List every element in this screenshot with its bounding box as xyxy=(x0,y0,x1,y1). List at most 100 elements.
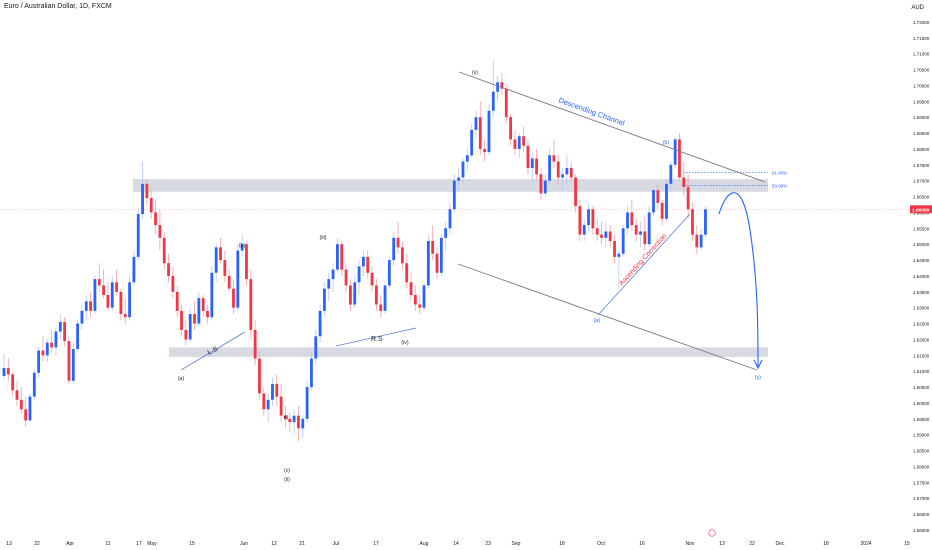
channel-lower-line xyxy=(457,263,758,371)
candle-body xyxy=(699,234,703,248)
time-tick-label: Jul xyxy=(333,541,339,547)
resistance-zone xyxy=(133,179,768,192)
time-tick-label: 15 xyxy=(904,541,910,547)
event-flag-icon xyxy=(708,529,716,537)
time-tick-label: 13 xyxy=(719,541,725,547)
candle-body xyxy=(236,250,240,308)
time-tick-label: 17 xyxy=(373,541,379,547)
candle-body xyxy=(340,244,344,270)
candle-body xyxy=(465,155,469,162)
time-tick-label: 21 xyxy=(299,541,305,547)
wave-label: (c) xyxy=(284,468,290,474)
candle-body xyxy=(357,266,361,283)
price-tick-label: 1.57500 xyxy=(913,480,930,485)
price-tick-label: 1.64000 xyxy=(913,274,930,279)
candle-body xyxy=(253,329,257,359)
candle-body xyxy=(349,285,352,305)
fib-level-label: 61.80% xyxy=(772,171,787,176)
candle-body xyxy=(6,368,10,375)
time-tick-label: 11 xyxy=(105,541,110,547)
candle-body xyxy=(626,212,629,229)
candle-body xyxy=(201,298,205,311)
candle-body xyxy=(240,244,244,251)
candle-body xyxy=(97,279,101,286)
candle-body xyxy=(500,82,504,89)
candle-body xyxy=(15,390,19,400)
candle-body xyxy=(461,161,465,178)
candle-body xyxy=(491,91,495,111)
price-tick-label: 1.70500 xyxy=(913,68,930,73)
annotations: 61.80% 50.00% Descending Channel Ascending … xyxy=(0,70,910,537)
candle-body xyxy=(89,301,92,311)
candle-body xyxy=(245,244,248,280)
price-tick-label: 1.58500 xyxy=(913,449,930,454)
support-zone xyxy=(169,347,768,357)
candle-body xyxy=(522,136,525,146)
candle-body xyxy=(58,321,62,332)
candle-body xyxy=(665,183,668,219)
candle-body xyxy=(639,231,642,235)
candle-body xyxy=(704,209,707,235)
candle-body xyxy=(19,399,23,410)
candle-body xyxy=(595,228,599,235)
candle-body xyxy=(344,269,348,286)
ascending-correction-label: Ascending Correction xyxy=(618,233,668,287)
price-tick-label: 1.69000 xyxy=(913,115,930,120)
candle-body xyxy=(630,212,634,226)
wave-label: (iv) xyxy=(401,340,408,346)
time-tick-label: Dec xyxy=(776,541,785,547)
candle-body xyxy=(136,214,140,257)
currency-label: AUD xyxy=(911,5,924,11)
wave-label: (v) xyxy=(472,70,478,76)
candle-body xyxy=(206,310,209,318)
time-tick-label: 22 xyxy=(749,541,755,547)
price-tick-label: 1.57000 xyxy=(913,496,930,501)
time-tick-label: Apr xyxy=(66,541,74,547)
candle-body xyxy=(578,206,582,235)
candle-body xyxy=(119,291,123,315)
fib-level-label: 50.00% xyxy=(772,183,787,188)
candle-body xyxy=(387,260,391,286)
candle-body xyxy=(115,282,118,292)
candle-body xyxy=(483,148,487,153)
time-tick-label: 18 xyxy=(823,541,829,547)
candle-body xyxy=(587,209,590,226)
price-tick-label: 1.69500 xyxy=(913,99,930,104)
chart-title: Euro / Australian Dollar, 1D, FXCM xyxy=(4,3,112,10)
candle-body xyxy=(574,177,577,207)
time-tick-label: Nov xyxy=(686,541,695,547)
time-tick-label: 16 xyxy=(639,541,645,547)
candle-body xyxy=(50,342,54,348)
candle-body xyxy=(660,202,664,219)
candle-body xyxy=(11,374,15,391)
right-shoulder-label: R.S xyxy=(371,336,383,343)
candle-body xyxy=(678,139,681,178)
candle-body xyxy=(396,237,400,248)
candle-body xyxy=(37,350,41,373)
price-tick-label: 1.61500 xyxy=(913,353,930,358)
left-shoulder-line xyxy=(180,331,246,371)
candle-body xyxy=(227,275,231,289)
price-tick-label: 1.62500 xyxy=(913,322,930,327)
candle-body xyxy=(379,304,383,311)
time-tick-label: May xyxy=(147,541,157,547)
candle-body xyxy=(504,88,508,118)
candle-body xyxy=(24,409,28,421)
time-tick-label: 2024 xyxy=(860,541,871,547)
candle-body xyxy=(608,231,612,242)
candle-body xyxy=(167,263,170,276)
candle-body xyxy=(366,256,370,273)
candle-body xyxy=(45,342,49,356)
candle-body xyxy=(669,164,673,184)
candle-body xyxy=(552,155,556,162)
ascending-correction-line xyxy=(597,213,691,316)
candle-body xyxy=(457,177,461,181)
price-tick-label: 1.56000 xyxy=(913,528,930,533)
price-tick-label: 1.60000 xyxy=(913,401,930,406)
candle-body xyxy=(444,228,448,238)
candle-body xyxy=(162,237,166,264)
price-tick-label: 1.72000 xyxy=(913,20,930,25)
price-tick-label: 1.59500 xyxy=(913,417,930,422)
candle-body xyxy=(478,117,482,149)
